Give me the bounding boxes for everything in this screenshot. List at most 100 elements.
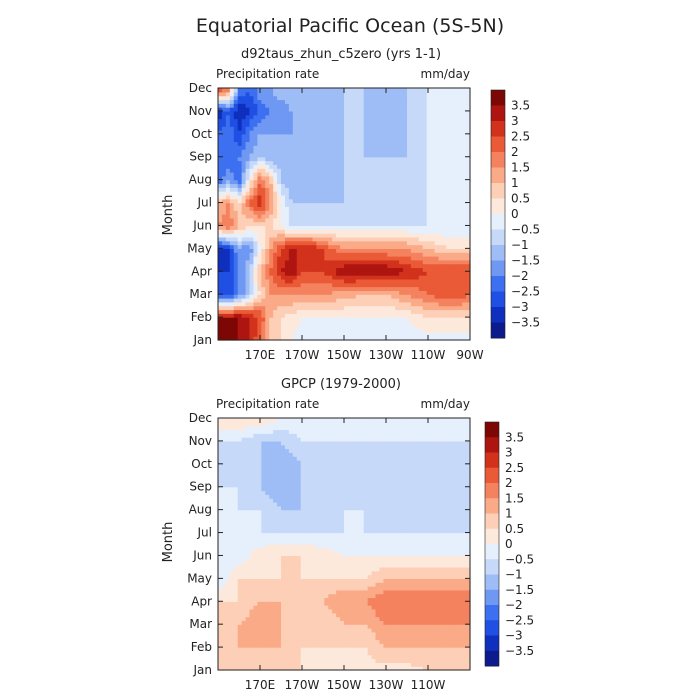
heat-cell [284, 175, 290, 181]
heat-cell [225, 336, 231, 341]
heat-cell [359, 202, 365, 207]
heat-cell [324, 122, 329, 127]
heat-cell [395, 332, 400, 337]
heat-cell [422, 137, 428, 143]
heat-cell [450, 336, 455, 341]
heat-cell [237, 114, 243, 120]
heat-cell [379, 214, 384, 219]
heat-cell [320, 328, 325, 333]
heat-cell [371, 110, 377, 116]
heat-cell [458, 152, 463, 158]
heat-cell [328, 328, 333, 333]
heat-cell [284, 164, 290, 169]
heat-cell [304, 217, 310, 223]
heat-cell [340, 328, 345, 333]
heat-cell [462, 328, 467, 333]
heat-cell [375, 324, 381, 330]
heat-cell [407, 130, 412, 135]
heat-cell [312, 324, 318, 330]
heat-cell [407, 658, 412, 663]
heat-cell [438, 662, 444, 667]
heat-cell [414, 240, 420, 246]
heat-cell [292, 259, 298, 265]
heat-cell [312, 126, 318, 131]
heat-cell [304, 130, 310, 135]
heat-cell [328, 107, 333, 112]
heat-cell [426, 240, 432, 246]
heat-cell [359, 137, 365, 143]
heat-cell [462, 202, 467, 207]
heat-cell [249, 278, 255, 284]
heat-cell [292, 328, 298, 333]
heat-cell [454, 666, 459, 671]
heat-cell [218, 229, 223, 234]
heat-cell [296, 210, 302, 215]
heat-cell [434, 248, 440, 253]
heat-cell [442, 107, 447, 112]
heat-cell [355, 145, 361, 150]
heat-cell [434, 229, 440, 234]
heat-cell [434, 175, 440, 181]
heat-cell [269, 95, 274, 101]
heat-cell [430, 233, 436, 238]
heat-cell [304, 183, 310, 188]
heat-cell [446, 275, 451, 280]
heat-cell [434, 160, 440, 165]
heat-cell [288, 301, 294, 307]
heat-cell [253, 320, 258, 326]
heat-cell [308, 240, 314, 246]
heat-cell [458, 221, 463, 227]
heat-cell [347, 187, 353, 192]
heat-cell [391, 206, 396, 211]
heat-cell [245, 639, 251, 644]
heat-cell [308, 88, 314, 93]
heat-cell [288, 202, 294, 207]
heat-cell [387, 313, 392, 318]
heat-cell [344, 233, 349, 238]
heat-cell [233, 168, 239, 173]
heat-cell [395, 244, 400, 249]
heat-cell [233, 309, 239, 314]
heat-cell [328, 145, 333, 150]
heat-cell [273, 263, 278, 269]
heat-cell [379, 133, 384, 139]
heat-cell [450, 647, 455, 652]
heat-cell [261, 107, 266, 112]
heat-cell [442, 332, 447, 337]
heat-cell [371, 114, 377, 120]
heat-cell [324, 225, 329, 230]
heat-cell [281, 233, 286, 238]
heat-cell [359, 210, 365, 215]
heat-cell [320, 95, 325, 101]
heat-cell [426, 305, 432, 311]
heat-cell [410, 141, 416, 146]
heat-cell [410, 133, 416, 139]
heat-cell [269, 91, 274, 97]
heat-cell [375, 313, 381, 318]
heat-cell [300, 191, 306, 196]
heat-cell [351, 137, 357, 143]
heat-cell [261, 179, 266, 185]
heat-cell [233, 666, 239, 671]
heat-cell [383, 654, 388, 660]
heat-cell [300, 639, 306, 644]
heat-cell [249, 179, 255, 185]
heat-cell [332, 639, 337, 644]
heat-cell [446, 236, 451, 242]
heat-cell [399, 187, 404, 192]
heat-cell [367, 324, 373, 330]
heat-cell [281, 256, 286, 261]
heat-cell [221, 91, 227, 97]
heat-cell [391, 168, 396, 173]
heat-cell [265, 103, 270, 108]
heat-cell [277, 187, 282, 192]
heat-cell [367, 114, 373, 120]
heat-cell [300, 114, 306, 120]
heat-cell [410, 107, 416, 112]
heat-cell [446, 88, 451, 93]
heat-cell [438, 149, 444, 154]
heat-cell [430, 156, 436, 162]
heat-cell [340, 137, 345, 143]
heat-cell [442, 95, 447, 101]
heat-cell [340, 126, 345, 131]
